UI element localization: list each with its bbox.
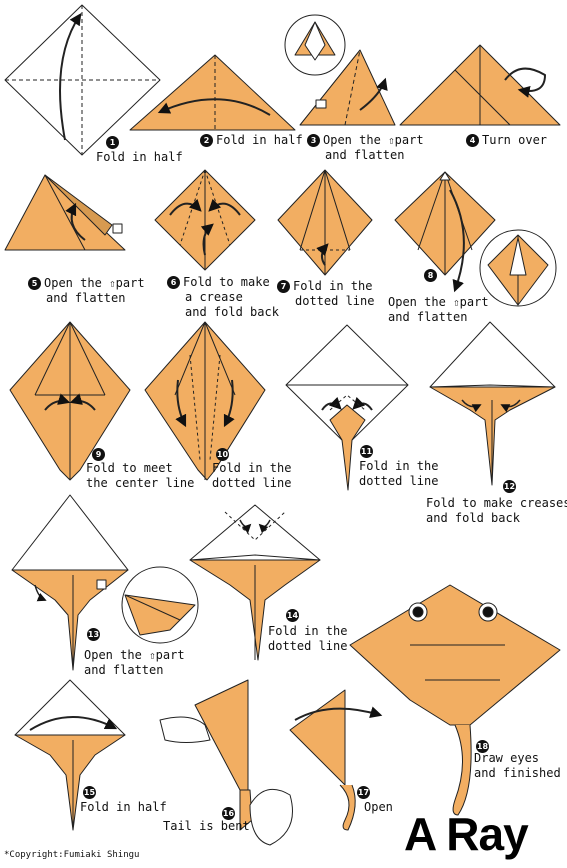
step-17-label: Open [364, 800, 393, 814]
step-9-figure [9, 321, 131, 481]
step-13-number: 13 [87, 628, 100, 641]
step-number-badge: 1 [106, 136, 119, 149]
step-15-number: 15 [83, 786, 96, 799]
step-5-label: 5 Open the ⇧part and flatten [28, 276, 145, 306]
step-9-number: 9 [92, 443, 108, 462]
step-5-figure [4, 174, 126, 251]
up-arrow-icon: ⇧ [388, 134, 395, 147]
step-6-figure [154, 169, 256, 271]
step-13-figure [11, 494, 199, 671]
up-arrow-icon: ⇧ [109, 277, 116, 290]
step-14-label: Fold in the dotted line [268, 624, 348, 653]
step-18-number: 18 [476, 740, 489, 753]
step-3-figure [284, 14, 396, 126]
step-4-figure [399, 44, 561, 126]
step-14-number: 14 [286, 609, 299, 622]
step-6-label: 6 Fold to make a crease and fold back [167, 275, 279, 320]
step-11-number: 11 [360, 445, 373, 458]
step-1-figure [4, 4, 161, 156]
up-arrow-icon: ⇧ [149, 649, 156, 662]
step-2-figure [129, 54, 296, 131]
step-12-label: Fold to make creases and fold back [426, 496, 567, 525]
step-17-figure [289, 689, 383, 831]
step-13-label: Open the ⇧part and flatten [84, 648, 185, 677]
up-arrow-icon: ⇧ [453, 296, 460, 309]
step-8-label: Open the ⇧part and flatten [388, 295, 489, 324]
step-8-number: 8 [424, 264, 440, 283]
step-16-number: 16 [222, 807, 235, 820]
step-7-figure [277, 169, 373, 276]
step-3-label: 3 Open the ⇧part and flatten [307, 133, 424, 163]
page-title: A Ray [404, 808, 529, 860]
step-10-label: Fold in the dotted line [212, 461, 292, 490]
step-10-number: 10 [216, 448, 229, 461]
step-10-figure [144, 321, 266, 481]
step-16-label: Tail is bent [163, 819, 250, 833]
step-14-figure [189, 504, 321, 661]
step-8-figure [394, 171, 557, 307]
step-12-figure [429, 321, 556, 486]
copyright-text: *Copyright:Fumiaki Shingu [4, 850, 140, 860]
step-2-label: 2 Fold in half [200, 133, 303, 148]
step-11-figure [285, 324, 409, 491]
step-18-label: Draw eyes and finished [474, 751, 561, 780]
step-18-figure [349, 584, 561, 816]
step-12-number: 12 [503, 480, 516, 493]
step-1-label: 1 Fold in half [96, 136, 183, 164]
step-11-label: Fold in the dotted line [359, 459, 439, 488]
step-17-number: 17 [357, 786, 370, 799]
step-15-figure [14, 679, 126, 831]
step-4-label: 4 Turn over [466, 133, 547, 148]
step-7-label: 7 Fold in the dotted line [277, 279, 374, 309]
step-16-figure [159, 679, 293, 846]
step-9-label: Fold to meet the center line [86, 461, 195, 490]
step-15-label: Fold in half [80, 800, 167, 814]
